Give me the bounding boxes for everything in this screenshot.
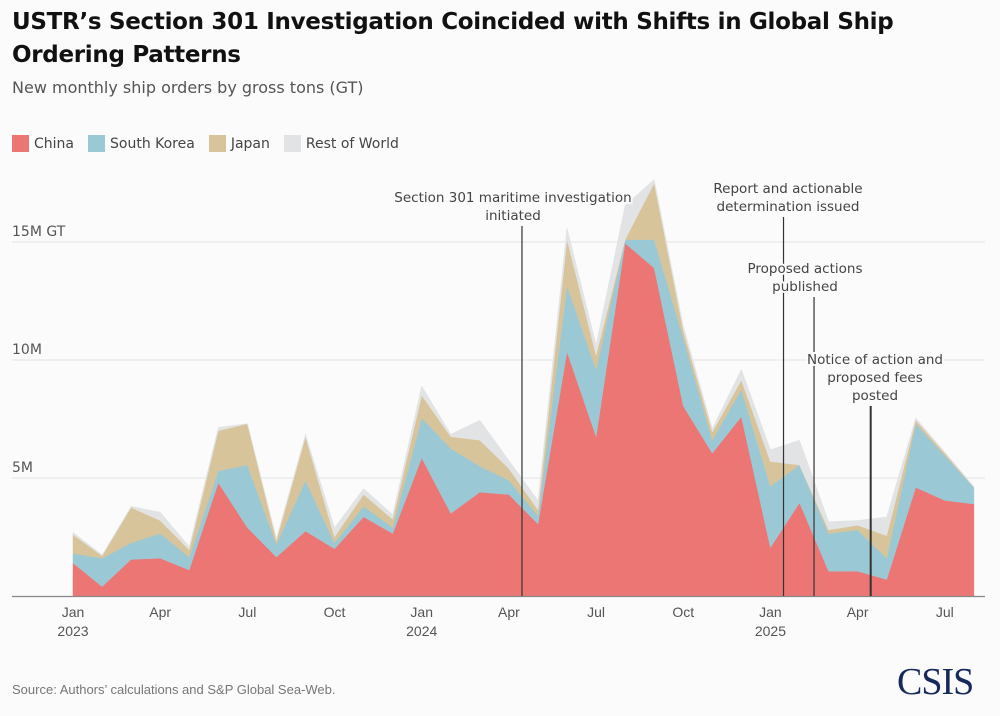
- x-tick-year-label: 2025: [755, 623, 786, 639]
- x-tick-year-label: 2023: [57, 623, 88, 639]
- stacked-area-chart: Section 301 maritime investigation initia…: [12, 179, 985, 639]
- x-tick-label: Jan: [759, 604, 782, 620]
- legend-label-rest-of-world: Rest of World: [305, 135, 399, 152]
- annotation-label: posted: [852, 388, 898, 404]
- x-tick-label: Oct: [672, 604, 694, 620]
- x-tick-label: Jan: [410, 604, 433, 620]
- legend: China South Korea Japan Rest of World: [12, 135, 413, 152]
- annotations: Section 301 maritime investigation initia…: [392, 179, 945, 596]
- chart-subtitle: New monthly ship orders by gross tons (G…: [12, 78, 364, 97]
- legend-item-china[interactable]: China: [12, 135, 74, 152]
- legend-item-south-korea[interactable]: South Korea: [88, 135, 195, 152]
- annotation-label: Section 301 maritime investigation: [394, 190, 631, 206]
- csis-logo: CSIS: [897, 661, 974, 703]
- x-tick-label: Apr: [498, 604, 520, 620]
- x-tick-label: Apr: [149, 604, 171, 620]
- y-tick-label: 10M: [12, 342, 42, 358]
- x-tick-label: Jul: [587, 604, 605, 620]
- x-tick-label: Jul: [238, 604, 256, 620]
- legend-label-japan: Japan: [230, 135, 270, 152]
- y-tick-label: 5M: [12, 460, 33, 476]
- legend-swatch-rest-of-world: [283, 135, 301, 152]
- x-tick-year-label: 2024: [406, 623, 437, 639]
- legend-item-japan[interactable]: Japan: [208, 135, 270, 152]
- x-axis-ticks: Jan 2023 Apr Jul Oct Jan 2024 Apr Jul Oct Jan 2025 A…: [57, 604, 953, 639]
- legend-swatch-south-korea: [88, 135, 105, 152]
- annotation-label: Proposed actions: [747, 261, 862, 277]
- annotation-label: initiated: [485, 208, 541, 224]
- source-note: Source: Authors’ calculations and S&P Gl…: [12, 682, 336, 697]
- x-tick-label: Jan: [62, 604, 85, 620]
- annotation-label: Notice of action and: [807, 352, 943, 368]
- annotation-label: Report and actionable: [713, 181, 862, 197]
- legend-item-rest-of-world[interactable]: Rest of World: [283, 135, 399, 152]
- area-rest-of-world: [72, 179, 975, 557]
- x-tick-label: Apr: [847, 604, 869, 620]
- y-axis-ticks: 5M 10M 15M GT: [12, 224, 66, 476]
- annotation-label: published: [772, 279, 838, 295]
- x-tick-label: Jul: [936, 604, 954, 620]
- legend-label-south-korea: South Korea: [110, 135, 195, 152]
- x-tick-label: Oct: [324, 604, 346, 620]
- annotation-label: determination issued: [717, 199, 860, 215]
- annotation-label: proposed fees: [827, 370, 923, 386]
- legend-swatch-japan: [208, 135, 226, 152]
- y-tick-label: 15M GT: [12, 224, 66, 240]
- legend-swatch-china: [12, 135, 29, 152]
- legend-label-china: China: [34, 135, 74, 152]
- chart-title: USTR’s Section 301 Investigation Coincid…: [12, 9, 894, 68]
